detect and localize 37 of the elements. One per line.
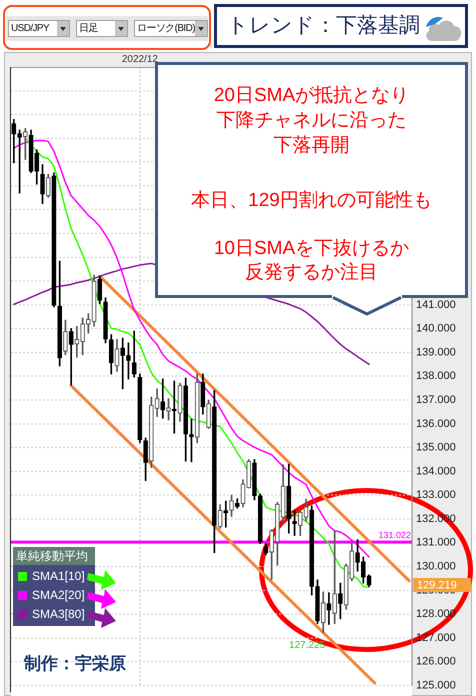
candlestick: [166, 398, 171, 420]
annotation: 127.225: [289, 640, 326, 652]
y-tick-label: 136.000: [416, 418, 456, 430]
annotation: 下落再開: [272, 134, 350, 158]
annotation: 制作：宇栄原: [24, 653, 126, 675]
candlestick: [326, 592, 332, 625]
text: USD/JPY: [11, 22, 50, 35]
legend-label: SMA1[10]: [32, 569, 85, 584]
y-tick-label: 138.000: [416, 370, 456, 382]
annotation: 下降チャネルに沿った: [216, 109, 408, 133]
ref-line-label: 131.022: [378, 530, 411, 540]
y-tick-label: 135.000: [416, 442, 456, 454]
annotation: 10日SMAを下抜けるか: [212, 237, 410, 261]
text: 129.219: [417, 580, 457, 592]
text: ローソク(BID): [137, 22, 195, 35]
y-tick-label: 140.000: [416, 322, 456, 335]
text: 日足: [79, 22, 98, 35]
y-tick-label: 137.000: [416, 394, 456, 406]
annotation: 反発するか注目: [244, 261, 379, 285]
y-tick-label: 133.000: [416, 489, 456, 502]
annotation: 本日、129円割れの可能性も: [190, 189, 433, 213]
candlestick: [292, 510, 297, 536]
y-tick-label: 130.000: [416, 560, 456, 573]
candlestick: [126, 342, 131, 380]
y-tick-label: 126.000: [416, 656, 456, 668]
y-tick-label: 141.000: [416, 298, 456, 311]
y-tick-label: 134.000: [416, 465, 456, 478]
x-tick-label: 2022/12: [122, 54, 158, 65]
legend-title: 単純移動平均: [13, 547, 95, 566]
candlestick: [189, 418, 194, 462]
chart-title: トレンド：下落基調: [227, 14, 420, 38]
y-tick-label: 131.000: [416, 536, 456, 549]
legend-label: SMA3[80]: [32, 607, 85, 622]
y-tick-label: 139.000: [416, 346, 456, 358]
y-tick-label: 125.000: [416, 679, 456, 692]
legend-label: SMA2[20]: [32, 588, 85, 604]
annotation: 20日SMAが抵抗となり: [212, 84, 410, 108]
